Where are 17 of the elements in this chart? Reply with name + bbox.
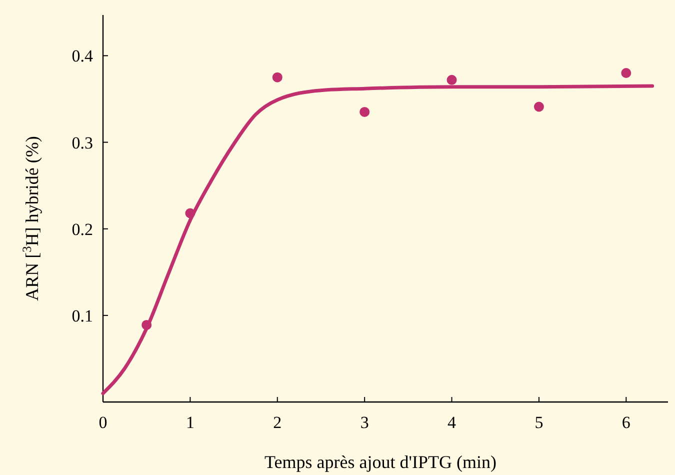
y-tick-label: 0.3 bbox=[72, 133, 93, 152]
y-tick-label: 0.1 bbox=[72, 306, 93, 326]
point bbox=[534, 102, 544, 112]
y-tick-label: 0.2 bbox=[72, 220, 93, 239]
x-tick-label: 2 bbox=[273, 413, 282, 432]
x-tick-label: 4 bbox=[448, 413, 457, 432]
x-axis-title: Temps après ajout d'IPTG (min) bbox=[264, 452, 496, 472]
x-tick-label: 0 bbox=[98, 413, 108, 432]
point bbox=[272, 72, 282, 82]
point bbox=[446, 74, 457, 85]
point bbox=[621, 68, 632, 78]
x-tick-label: 3 bbox=[360, 413, 369, 432]
x-tick-label: 5 bbox=[534, 413, 544, 432]
y-tick-label: 0.4 bbox=[72, 46, 94, 66]
x-tick-label: 1 bbox=[186, 413, 194, 432]
x-tick-label: 6 bbox=[622, 413, 630, 432]
point bbox=[360, 106, 370, 117]
